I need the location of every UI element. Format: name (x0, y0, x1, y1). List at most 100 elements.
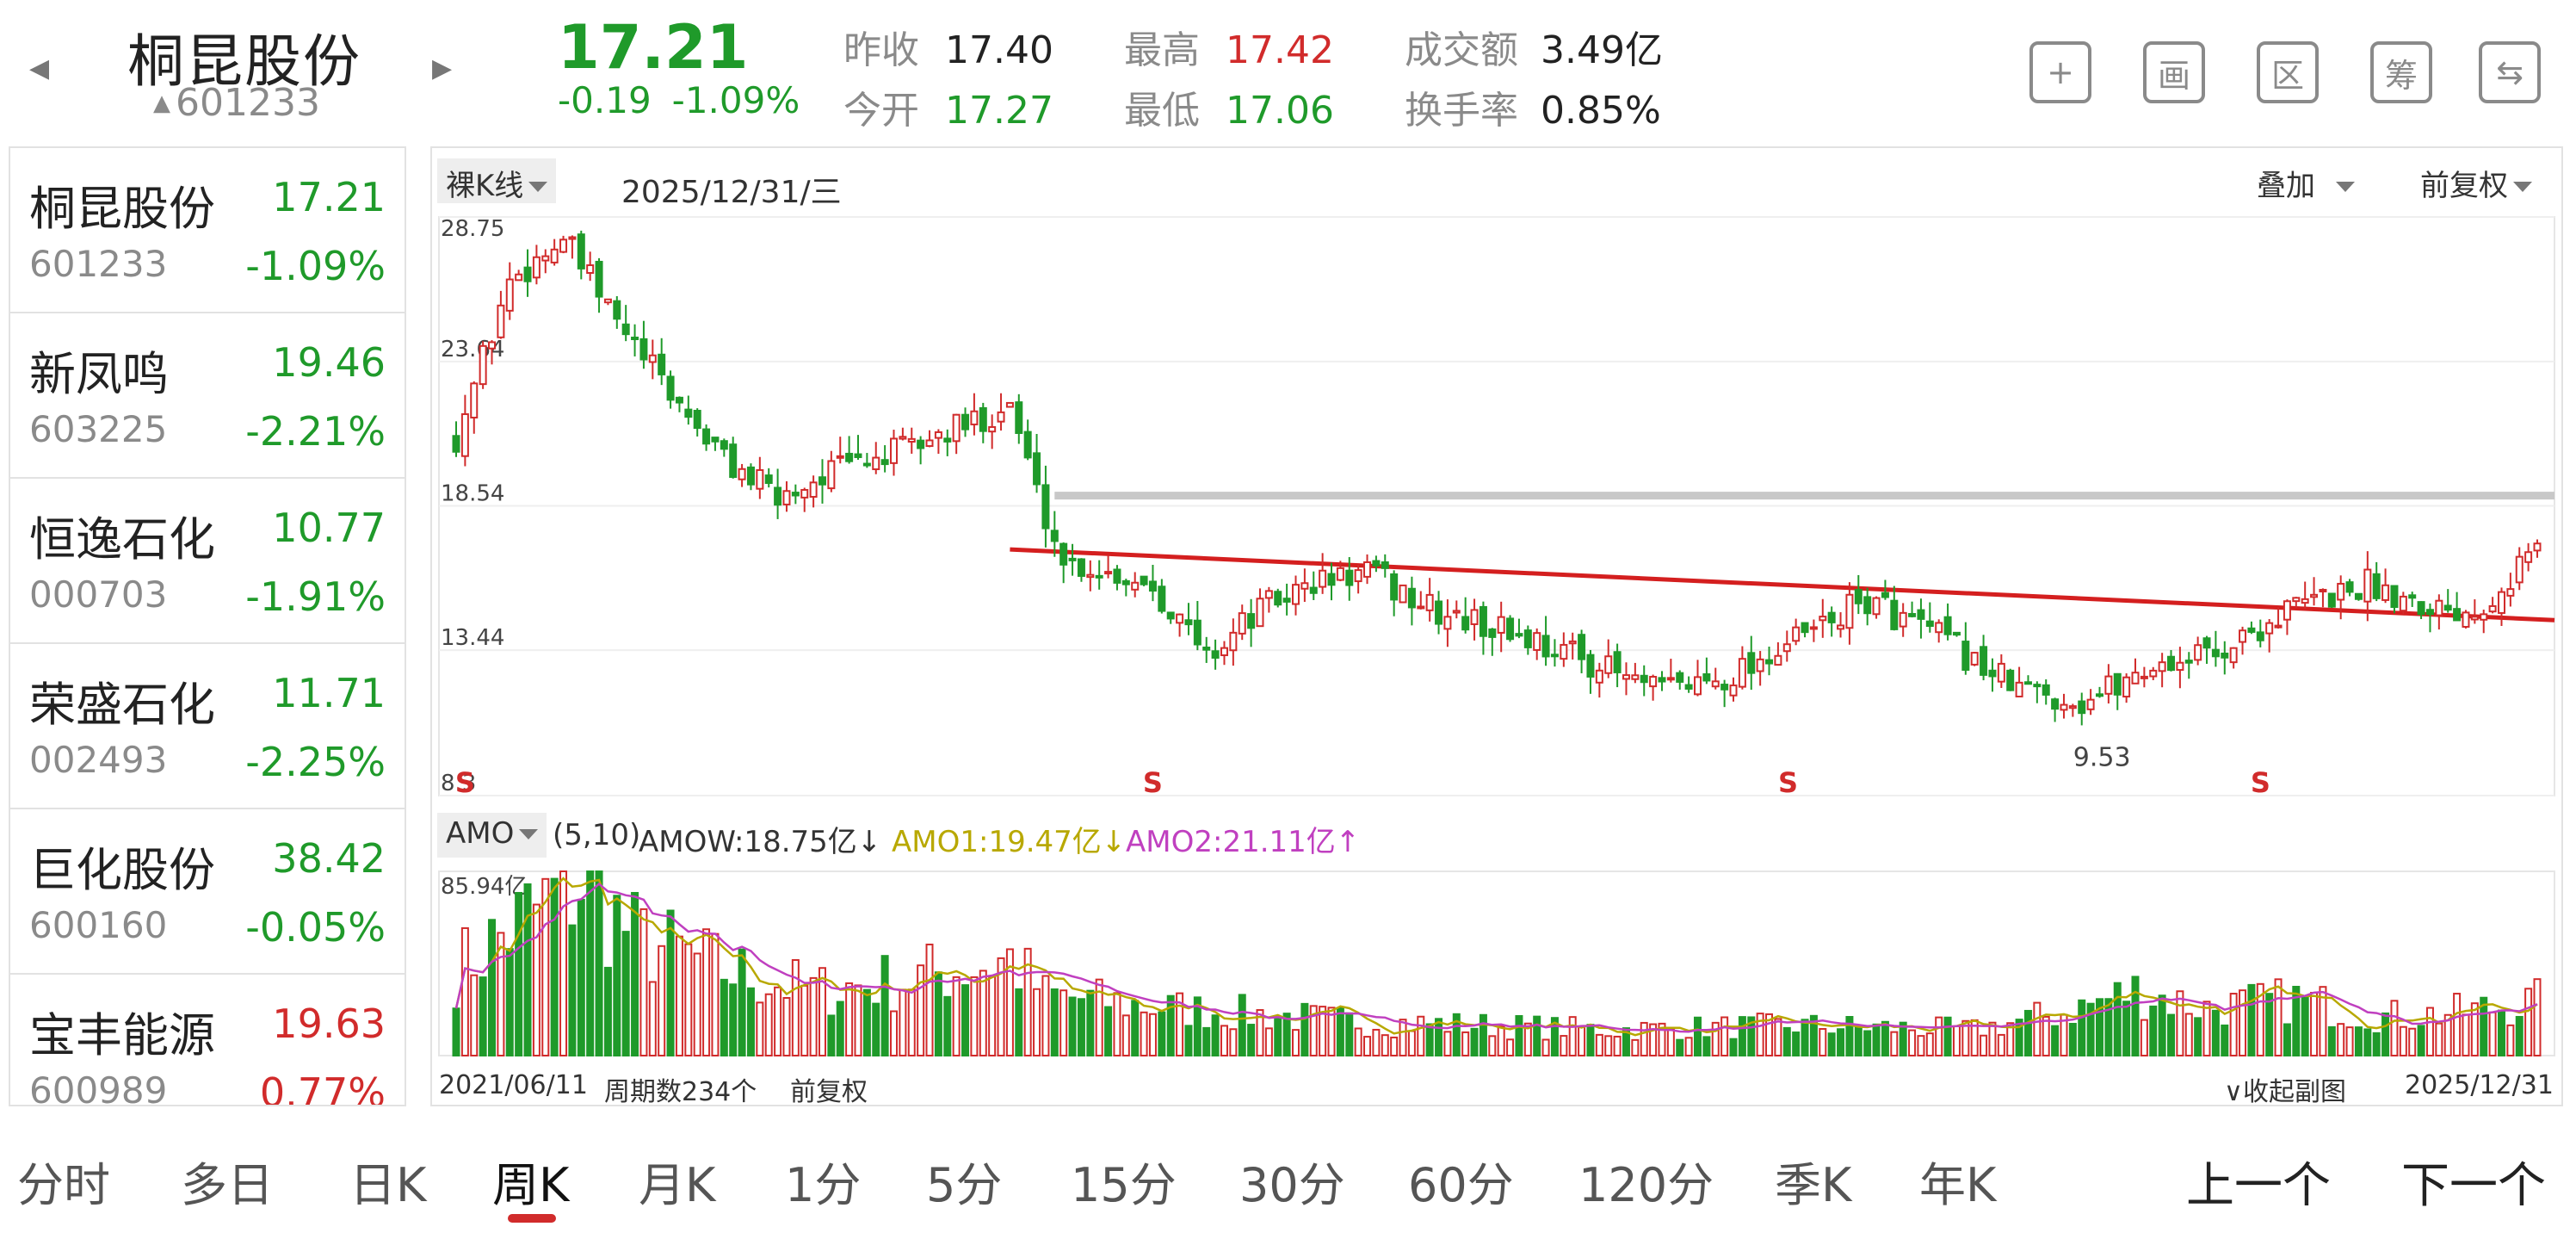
candle-body (1837, 624, 1845, 630)
amo-bar (2122, 1000, 2131, 1056)
overlay-dropdown[interactable]: 叠加 (2248, 158, 2363, 203)
collapse-subchart-button[interactable]: ∨收起副图 (2224, 1077, 2346, 1107)
amo-bar (2497, 1009, 2505, 1057)
amo-bar (1247, 1024, 1256, 1056)
candle-body (1738, 658, 1746, 688)
tab-60min[interactable]: 60分 (1408, 1158, 1514, 1212)
prev-stock-button[interactable]: 上一个 (2186, 1158, 2331, 1214)
candle-body (2497, 591, 2505, 614)
watchlist-item[interactable]: 恒逸石化 10.77 000703 -1.91% (10, 479, 405, 644)
amo-bar (1309, 1005, 1318, 1056)
amo-bar (1640, 1021, 1648, 1056)
candle-body (1238, 612, 1246, 635)
next-stock-button[interactable]: 下一个 (2401, 1158, 2546, 1214)
candle-body (603, 298, 612, 304)
amo-bar (2363, 1028, 2372, 1056)
watchlist-item-name: 桐昆股份 (29, 182, 215, 236)
amo-bar (2042, 1015, 2050, 1056)
amo-bar (934, 971, 942, 1056)
amo-bar (1578, 1025, 1586, 1056)
candlestick-chart[interactable]: 28.75 23.64 18.54 13.44 8.3 9.53 S S S S (432, 210, 2561, 802)
watchlist-item[interactable]: 新凤鸣 19.46 603225 -2.21% (10, 313, 405, 479)
watchlist-item-code: 600989 (29, 1069, 168, 1106)
amo-bar (1140, 1011, 1148, 1057)
tab-15min[interactable]: 15分 (1071, 1158, 1177, 1212)
prev-close-value: 17.40 (945, 28, 1053, 72)
tab-minute[interactable]: 分时 (17, 1158, 110, 1212)
candle-body (1774, 654, 1782, 666)
high-value: 17.42 (1226, 28, 1334, 72)
amo-volume-chart[interactable]: 85.94亿 (432, 863, 2561, 1061)
candle-body (523, 266, 532, 282)
candle-body (1452, 610, 1461, 614)
candle-body (1417, 605, 1425, 610)
chevron-down-icon (2513, 182, 2532, 192)
next-stock-arrow-icon[interactable]: ▶ (432, 53, 453, 84)
prev-stock-arrow-icon[interactable]: ◀ (29, 53, 50, 84)
candle-body (1282, 598, 1291, 603)
candle-body (1801, 622, 1809, 634)
candle-body (2337, 582, 2345, 601)
watchlist-item-code: 600160 (29, 904, 168, 946)
candle-body (1113, 568, 1121, 584)
candle-body (890, 437, 899, 464)
amo-bar (1792, 1031, 1801, 1057)
chips-icon[interactable]: 筹 (2370, 41, 2432, 103)
tab-5min[interactable]: 5分 (926, 1158, 1003, 1212)
tab-monthly-k[interactable]: 月K (639, 1158, 716, 1212)
signal-mark-s: S (1143, 766, 1163, 799)
watchlist-item[interactable]: 巨化股份 38.42 600160 -0.05% (10, 809, 405, 975)
watchlist-item[interactable]: 宝丰能源 19.63 600989 0.77% (10, 975, 405, 1106)
tab-quarterly-k[interactable]: 季K (1775, 1158, 1852, 1212)
tab-1min[interactable]: 1分 (785, 1158, 862, 1212)
tab-30min[interactable]: 30分 (1239, 1158, 1345, 1212)
candle-body (452, 435, 460, 453)
tab-yearly-k[interactable]: 年K (1919, 1158, 1997, 1212)
candle-body (2184, 660, 2193, 664)
candle-body (1541, 635, 1550, 658)
amo-bar (2078, 999, 2086, 1056)
amo-bar (2488, 1011, 2497, 1057)
range-icon[interactable]: 区 (2257, 41, 2319, 103)
watchlist-item[interactable]: 荣盛石化 11.71 002493 -2.25% (10, 644, 405, 809)
low-label: 最低 (1124, 89, 1200, 133)
candle-body (774, 486, 782, 506)
tab-120min[interactable]: 120分 (1578, 1158, 1714, 1212)
watchlist-item-code: 603225 (29, 408, 168, 450)
adjust-dropdown[interactable]: 前复权 (2412, 158, 2541, 203)
amo-bar (1023, 947, 1032, 1056)
plus-icon[interactable]: + (2029, 41, 2091, 103)
candle-body (2006, 669, 2015, 691)
tab-weekly-k[interactable]: 周K (492, 1158, 570, 1212)
candle-body (1595, 669, 1603, 684)
amo-bar (595, 870, 603, 1056)
candle-body (2042, 684, 2050, 696)
candle-body (925, 439, 934, 448)
tab-multi-day[interactable]: 多日 (181, 1158, 274, 1212)
candle-body (1497, 616, 1505, 634)
price-change-row: -0.19 -1.09% (558, 79, 800, 121)
amo-bar (1899, 1021, 1907, 1056)
amo-bar (800, 984, 809, 1056)
watchlist-item[interactable]: 桐昆股份 17.21 601233 -1.09% (10, 148, 405, 313)
watchlist-item-pct: 0.77% (259, 1069, 386, 1106)
candle-body (2122, 676, 2131, 698)
amo-bar (827, 1014, 836, 1056)
turnover-rate-value: 0.85% (1541, 89, 1661, 133)
kline-type-dropdown[interactable]: 裸K线 (437, 158, 557, 203)
amo-bar (1917, 1035, 1925, 1056)
amo-indicator-dropdown[interactable]: AMO (437, 813, 547, 858)
tab-daily-k[interactable]: 日K (349, 1158, 427, 1212)
device-switch-icon[interactable]: ⇆ (2479, 41, 2541, 103)
draw-icon[interactable]: 画 (2143, 41, 2205, 103)
candle-body (854, 453, 862, 458)
amo-bar (452, 1007, 460, 1056)
candle-body (675, 396, 683, 404)
watchlist-item-pct: -1.09% (245, 243, 386, 289)
amo-bar (1238, 994, 1246, 1056)
candle-body (1980, 646, 1988, 676)
candle-body (1765, 659, 1774, 665)
candle-body (952, 413, 961, 443)
high-label: 最高 (1124, 28, 1200, 72)
kline-chart-panel[interactable]: 裸K线 2025/12/31/三 叠加 前复权 28.75 23.64 18.54 1… (430, 146, 2563, 1107)
